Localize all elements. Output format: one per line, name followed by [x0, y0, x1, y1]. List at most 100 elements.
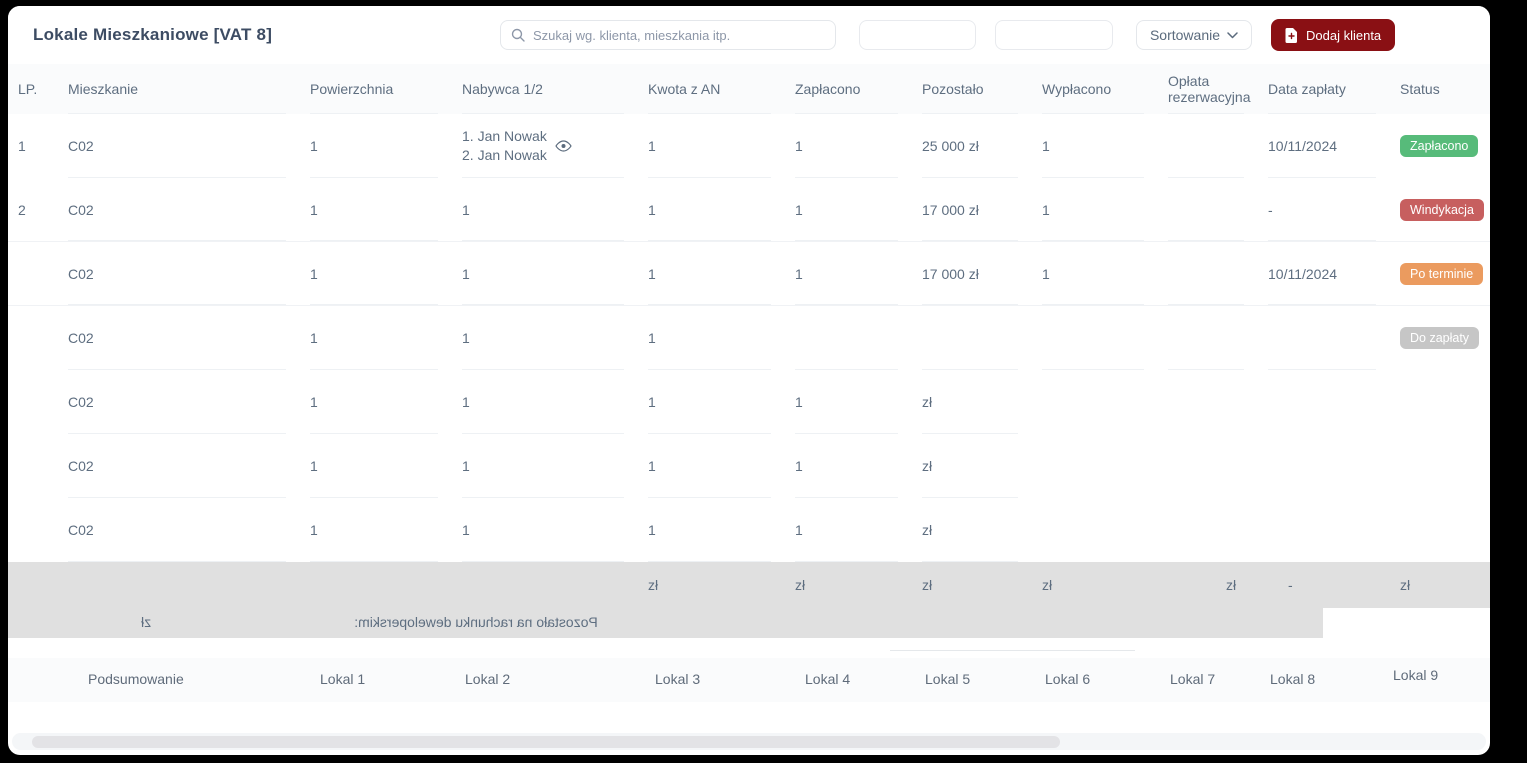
footer-tab-lokal-5[interactable]: Lokal 5	[925, 671, 971, 687]
status-badge: Zapłacono	[1400, 135, 1479, 157]
cell-zaplacono: 1	[795, 370, 922, 434]
cell-zaplacono: 1	[795, 498, 922, 562]
cell-nabywca: 1	[462, 306, 648, 370]
cell-zaplacono: 1	[795, 114, 922, 178]
cell-mieszkanie: C02	[68, 370, 310, 434]
summary-data-zaplaty: -	[1288, 577, 1293, 593]
footer-tab-lokal-3[interactable]: Lokal 3	[655, 671, 701, 687]
buyer-1: 1. Jan Nowak	[462, 128, 547, 145]
developer-balance-label: Pozostało na rachunku deweloperskim:	[354, 614, 598, 630]
table-row: C02 1 1 1 1 zł	[8, 498, 1490, 562]
table-row: C02 1 1 1 Do zapłaty	[8, 306, 1490, 370]
cell-status: Windykacja	[1400, 178, 1490, 241]
horizontal-scrollbar-track[interactable]	[12, 733, 1486, 750]
cell-pozostalo: zł	[922, 434, 1042, 498]
divider	[890, 650, 1135, 651]
cell-wyplacono	[1042, 370, 1168, 434]
cell-powierzchnia: 1	[310, 370, 462, 434]
footer-tab-podsumowanie[interactable]: Podsumowanie	[88, 671, 184, 687]
cell-wyplacono: 1	[1042, 114, 1168, 178]
cell-status: Do zapłaty	[1400, 306, 1490, 370]
cell-mieszkanie: C02	[68, 434, 310, 498]
cell-lp: 1	[18, 138, 26, 154]
col-header-lp: LP.	[18, 80, 38, 97]
cell-kwota-z-an: 1	[648, 114, 795, 178]
table-row: C02 1 1 1 1 zł	[8, 370, 1490, 434]
eye-icon[interactable]	[555, 140, 572, 152]
cell-nabywca: 1	[462, 242, 648, 305]
cell-lp	[18, 306, 68, 370]
cell-data-zaplaty	[1268, 306, 1400, 370]
cell-oplata-rezerwacyjna	[1168, 114, 1268, 178]
cell-kwota-z-an: 1	[648, 306, 795, 370]
horizontal-scrollbar-thumb[interactable]	[32, 735, 1060, 748]
developer-balance-band: zł Pozostało na rachunku deweloperskim:	[8, 608, 1323, 638]
summary-band: zł zł zł zł zł - zł	[8, 562, 1490, 608]
cell-mieszkanie: C02	[68, 178, 310, 241]
cell-mieszkanie: C02	[68, 498, 310, 562]
cell-pozostalo: zł	[922, 370, 1042, 434]
cell-data-zaplaty	[1268, 498, 1400, 562]
filter-input-2[interactable]	[995, 20, 1113, 50]
table-row: 1 C02 1 1. Jan Nowak 2. Jan Nowak 1 1 25…	[8, 114, 1490, 178]
buyer-2: 2. Jan Nowak	[462, 147, 547, 163]
cell-nabywca: 1	[462, 178, 648, 241]
app-window: Lokale Mieszkaniowe [VAT 8] Sortowanie D…	[8, 6, 1490, 755]
document-plus-icon	[1285, 27, 1298, 43]
cell-lp	[18, 434, 68, 498]
cell-lp	[18, 242, 68, 305]
col-header-pozostalo: Pozostało	[922, 64, 1042, 114]
footer-tab-lokal-7[interactable]: Lokal 7	[1170, 671, 1216, 687]
cell-wyplacono	[1042, 434, 1168, 498]
cell-oplata-rezerwacyjna	[1168, 498, 1268, 562]
cell-kwota-z-an: 1	[648, 434, 795, 498]
cell-wyplacono: 1	[1042, 178, 1168, 241]
cell-status	[1400, 434, 1490, 498]
footer-tab-lokal-6[interactable]: Lokal 6	[1045, 671, 1091, 687]
status-badge: Po terminie	[1400, 262, 1484, 285]
cell-powierzchnia: 1	[310, 434, 462, 498]
sort-button[interactable]: Sortowanie	[1136, 20, 1252, 50]
cell-data-zaplaty: 10/11/2024	[1268, 242, 1400, 305]
cell-pozostalo: zł	[922, 498, 1042, 562]
col-header-nabywca: Nabywca 1/2	[462, 64, 648, 114]
footer-tab-lokal-9[interactable]: Lokal 9	[1393, 667, 1439, 683]
search-input[interactable]	[533, 27, 825, 43]
col-header-oplata-rezerwacyjna: Opłata rezerwacyjna	[1168, 64, 1268, 114]
footer-tab-lokal-1[interactable]: Lokal 1	[320, 671, 366, 687]
footer-tab-lokal-4[interactable]: Lokal 4	[805, 671, 851, 687]
cell-wyplacono: 1	[1042, 242, 1168, 305]
summary-wyplacono: zł	[1042, 577, 1053, 593]
cell-lp	[18, 498, 68, 562]
cell-oplata-rezerwacyjna	[1168, 434, 1268, 498]
footer-tab-bar: Podsumowanie Lokal 1 Lokal 2 Lokal 3 Lok…	[8, 658, 1490, 702]
footer-tab-lokal-2[interactable]: Lokal 2	[465, 671, 511, 687]
search-box[interactable]	[500, 20, 836, 50]
cell-powierzchnia: 1	[310, 178, 462, 241]
add-client-button[interactable]: Dodaj klienta	[1271, 19, 1396, 51]
cell-oplata-rezerwacyjna	[1168, 370, 1268, 434]
col-header-mieszkanie: Mieszkanie	[68, 64, 310, 114]
summary-oplata-rezerwacyjna: zł	[1226, 577, 1237, 593]
cell-powierzchnia: 1	[310, 498, 462, 562]
cell-mieszkanie: C02	[68, 242, 310, 305]
cell-oplata-rezerwacyjna	[1168, 178, 1268, 241]
sort-button-label: Sortowanie	[1149, 27, 1221, 43]
cell-nabywca: 1	[462, 370, 648, 434]
table-header: LP. Mieszkanie Powierzchnia Nabywca 1/2 …	[8, 64, 1490, 114]
cell-kwota-z-an: 1	[648, 242, 795, 305]
cell-zaplacono	[795, 306, 922, 370]
cell-powierzchnia: 1	[310, 114, 462, 178]
summary-pozostalo: zł	[922, 577, 933, 593]
filter-input-1[interactable]	[859, 20, 976, 50]
cell-lp: 2	[18, 201, 26, 218]
cell-pozostalo: 25 000 zł	[922, 114, 1042, 178]
cell-oplata-rezerwacyjna	[1168, 306, 1268, 370]
col-header-data-zaplaty: Data zapłaty	[1268, 64, 1400, 114]
footer-tab-lokal-8[interactable]: Lokal 8	[1270, 671, 1316, 687]
cell-mieszkanie: C02	[68, 114, 310, 178]
cell-pozostalo	[922, 306, 1042, 370]
cell-nabywca: 1. Jan Nowak 2. Jan Nowak	[462, 114, 648, 178]
cell-pozostalo: 17 000 zł	[922, 242, 1042, 305]
cell-data-zaplaty	[1268, 370, 1400, 434]
